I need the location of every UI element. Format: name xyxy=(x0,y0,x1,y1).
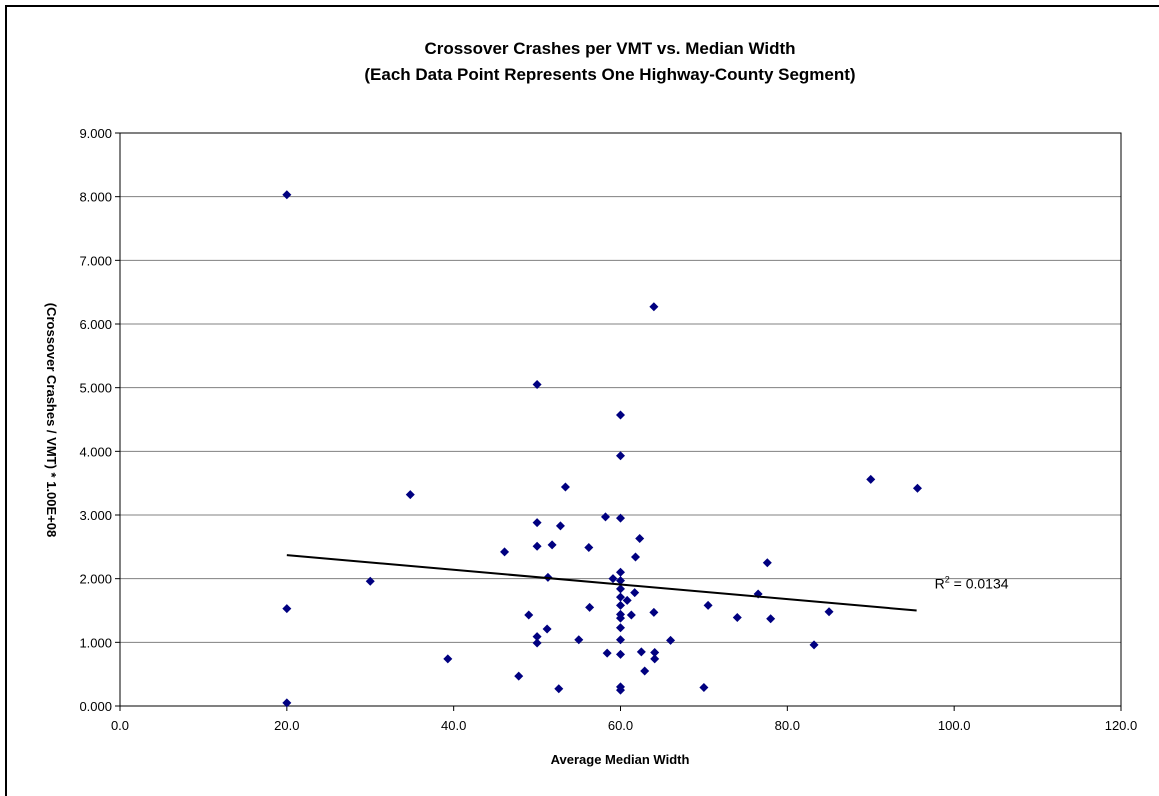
data-point xyxy=(630,588,640,598)
x-tick-label: 120.0 xyxy=(1105,718,1138,733)
data-point xyxy=(640,666,650,676)
data-point xyxy=(616,623,625,633)
r-squared-annotation: R2 = 0.0134 xyxy=(935,575,1009,592)
x-tick-label: 0.0 xyxy=(111,718,129,733)
y-tick-label: 1.000 xyxy=(79,635,112,650)
data-point xyxy=(616,567,625,577)
chart-frame xyxy=(5,5,1159,796)
data-point xyxy=(584,542,594,552)
data-point xyxy=(532,379,542,389)
data-point xyxy=(574,635,584,645)
data-point xyxy=(649,607,659,617)
data-point xyxy=(365,576,375,586)
r-squared-label: R xyxy=(935,576,945,592)
data-point xyxy=(762,558,772,568)
data-point xyxy=(547,540,557,550)
y-tick-label: 8.000 xyxy=(79,190,112,205)
y-tick-label: 5.000 xyxy=(79,381,112,396)
chart-title: Crossover Crashes per VMT vs. Median Wid… xyxy=(424,39,795,58)
y-axis-title: (Crossover Crashes / VMT) * 1.00E+08 xyxy=(44,303,59,537)
y-tick-label: 0.000 xyxy=(79,699,112,714)
y-tick-label: 2.000 xyxy=(79,572,112,587)
r-squared-value: = 0.0134 xyxy=(950,576,1009,592)
data-point xyxy=(616,451,625,461)
x-tick-label: 80.0 xyxy=(775,718,800,733)
data-point xyxy=(912,483,922,493)
y-tick-label: 3.000 xyxy=(79,508,112,523)
data-point xyxy=(616,410,625,420)
y-tick-label: 6.000 xyxy=(79,317,112,332)
data-point xyxy=(500,547,510,557)
data-point xyxy=(616,584,625,594)
data-point xyxy=(532,541,542,551)
data-point xyxy=(824,607,834,617)
data-point xyxy=(616,613,625,623)
data-point xyxy=(666,635,676,645)
data-point xyxy=(554,684,564,694)
data-point xyxy=(514,671,524,681)
y-tick-label: 4.000 xyxy=(79,444,112,459)
data-point xyxy=(649,302,659,312)
data-point xyxy=(542,624,552,634)
data-point xyxy=(809,640,819,650)
data-point xyxy=(616,576,625,586)
data-point xyxy=(555,521,565,531)
chart-subtitle: (Each Data Point Represents One Highway-… xyxy=(364,65,855,84)
data-point xyxy=(635,534,645,544)
data-point xyxy=(532,638,542,648)
data-point xyxy=(585,602,595,612)
x-tick-label: 100.0 xyxy=(938,718,971,733)
data-point xyxy=(616,513,625,523)
data-point xyxy=(282,190,292,200)
data-point xyxy=(631,552,641,562)
data-point xyxy=(282,698,292,708)
x-tick-label: 60.0 xyxy=(608,718,633,733)
data-point xyxy=(622,595,632,605)
trendline xyxy=(286,554,917,612)
y-axis-tick-labels: 0.000 1.000 2.000 3.000 4.000 5.000 6.000 7.000… xyxy=(79,126,112,714)
data-point xyxy=(703,600,713,610)
r-squared-superscript: 2 xyxy=(945,575,950,585)
data-point xyxy=(405,490,415,500)
data-point xyxy=(616,649,625,659)
data-point xyxy=(282,604,292,614)
data-point xyxy=(608,574,618,584)
x-tick-label: 20.0 xyxy=(274,718,299,733)
data-points xyxy=(282,190,922,708)
data-point xyxy=(616,600,625,610)
y-tick-label: 9.000 xyxy=(79,126,112,141)
x-axis-tick-labels: 0.0 20.0 40.0 60.0 80.0 100.0 120.0 xyxy=(111,718,1137,733)
data-point xyxy=(650,654,660,664)
x-tick-label: 40.0 xyxy=(441,718,466,733)
data-point xyxy=(636,647,646,657)
data-point xyxy=(602,648,612,658)
data-point xyxy=(626,610,636,620)
axis-ticks xyxy=(115,132,1122,711)
x-axis-title: Average Median Width xyxy=(551,752,690,767)
data-point xyxy=(600,512,610,522)
data-point xyxy=(532,632,542,642)
data-point xyxy=(732,613,742,623)
data-point xyxy=(866,474,876,484)
data-point xyxy=(699,683,709,693)
data-point xyxy=(532,518,542,528)
data-point xyxy=(616,635,625,645)
data-point xyxy=(443,654,453,664)
y-tick-label: 7.000 xyxy=(79,253,112,268)
data-point xyxy=(616,592,625,602)
data-point xyxy=(616,685,625,695)
data-point xyxy=(560,482,570,492)
data-point xyxy=(650,648,660,658)
data-point xyxy=(766,614,776,624)
data-point xyxy=(524,610,534,620)
